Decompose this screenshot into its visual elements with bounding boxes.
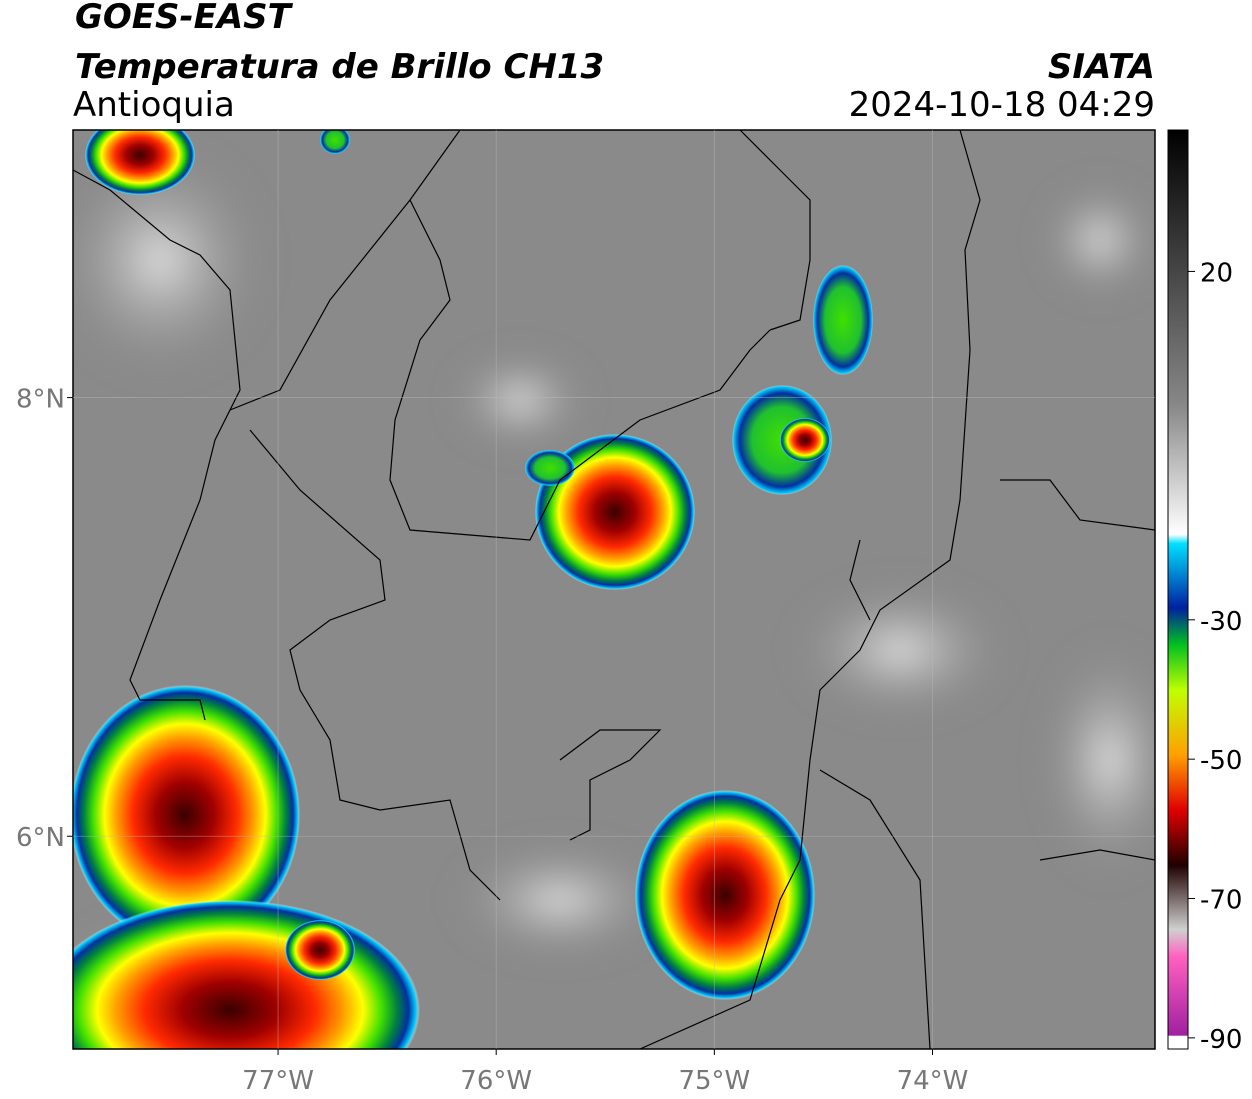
colorbar-tick-label: -30: [1200, 607, 1242, 637]
y-tick-label: 6°N: [16, 823, 65, 853]
colorbar-tick-label: -70: [1200, 886, 1242, 916]
x-tick-label: 74°W: [897, 1066, 969, 1096]
timestamp: 2024-10-18 04:29: [849, 85, 1155, 125]
x-tick-label: 75°W: [678, 1066, 750, 1096]
colorbar-tick-label: 20: [1200, 258, 1233, 288]
colorbar: [1167, 129, 1189, 1050]
map-frame: [72, 129, 1156, 1050]
x-tick-label: 77°W: [242, 1066, 314, 1096]
y-tick-label: 8°N: [16, 385, 65, 415]
region: Antioquia: [73, 85, 235, 125]
colorbar-tick-label: -90: [1200, 1025, 1242, 1055]
map-image: [73, 130, 1155, 1049]
title: GOES-EAST: [75, 0, 294, 37]
x-tick-label: 76°W: [460, 1066, 532, 1096]
colorbar-tick-label: -50: [1200, 746, 1242, 776]
source: SIATA: [1048, 47, 1155, 87]
subtitle: Temperatura de Brillo CH13: [75, 47, 604, 87]
